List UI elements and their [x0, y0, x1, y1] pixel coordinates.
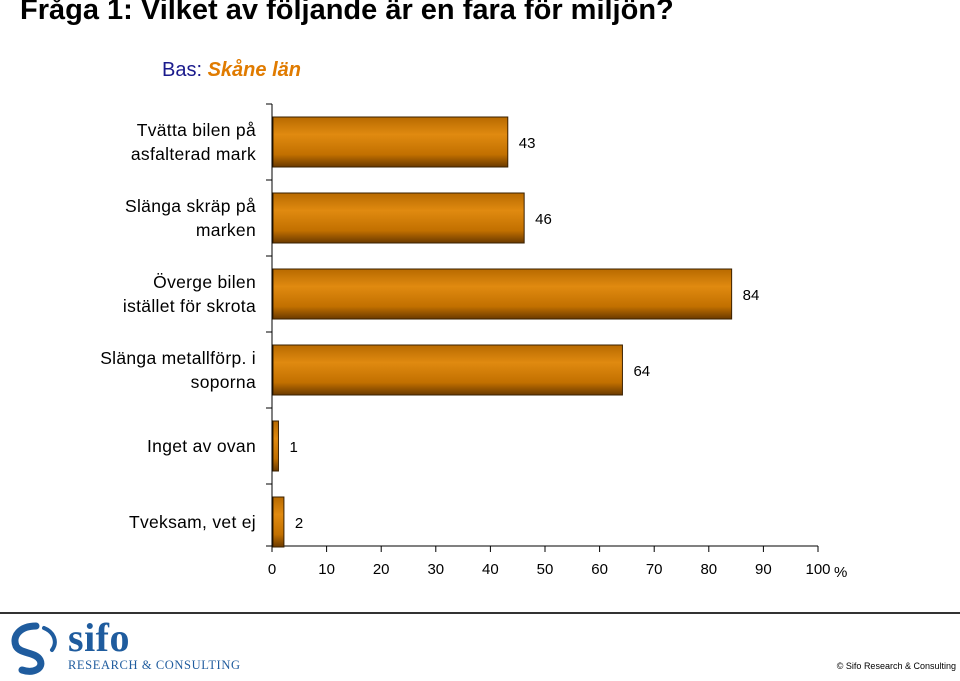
x-unit-label: % — [834, 564, 847, 581]
x-tick-label: 60 — [591, 561, 608, 578]
bar — [272, 496, 285, 548]
category-label: Slänga skräp på marken — [125, 196, 256, 240]
bar-chart: 0 10 20 30 40 50 60 70 80 90 100 % 43 46 84 64 1 2 — [266, 103, 847, 581]
x-tick-label: 0 — [268, 561, 276, 578]
sifo-logo: sifo RESEARCH & CONSULTING — [6, 615, 246, 676]
page-title: Fråga 1: Vilket av följande är en fara f… — [20, 0, 674, 26]
bar — [272, 420, 279, 472]
bar — [272, 116, 509, 168]
bar-value-label: 64 — [633, 363, 650, 380]
x-tick-label: 20 — [373, 561, 390, 578]
x-tick-label: 30 — [427, 561, 444, 578]
base-region: Skåne län — [207, 59, 301, 81]
category-label: Slänga metallförp. i soporna — [100, 348, 256, 392]
logo-tagline: RESEARCH & CONSULTING — [68, 658, 241, 672]
x-tick-label: 100 — [805, 561, 830, 578]
bar — [272, 268, 733, 320]
bar-value-label: 2 — [295, 515, 303, 532]
x-tick-label: 80 — [700, 561, 717, 578]
base-subtitle: Bas: Skåne län — [162, 59, 301, 82]
x-tick-label: 70 — [646, 561, 663, 578]
x-tick-label: 90 — [755, 561, 772, 578]
x-tick-label: 40 — [482, 561, 499, 578]
copyright-text: © Sifo Research & Consulting — [836, 661, 956, 671]
logo-wordmark: sifo — [68, 615, 130, 660]
bar-value-label: 46 — [535, 211, 552, 228]
base-prefix: Bas: — [162, 59, 203, 81]
category-label: Tveksam, vet ej — [128, 512, 256, 532]
bar — [272, 192, 525, 244]
sifo-swirl-icon — [11, 622, 57, 675]
footer-divider — [0, 612, 960, 614]
bar-value-label: 1 — [289, 439, 297, 456]
category-label: Överge bilen istället för skrota — [122, 272, 256, 316]
bar — [272, 344, 623, 396]
x-tick-label: 10 — [318, 561, 335, 578]
category-label: Tvätta bilen på asfalterad mark — [130, 120, 256, 164]
x-tick-label: 50 — [537, 561, 554, 578]
category-label: Inget av ovan — [147, 436, 256, 456]
bar-value-label: 84 — [743, 287, 760, 304]
bar-value-label: 43 — [519, 135, 536, 152]
